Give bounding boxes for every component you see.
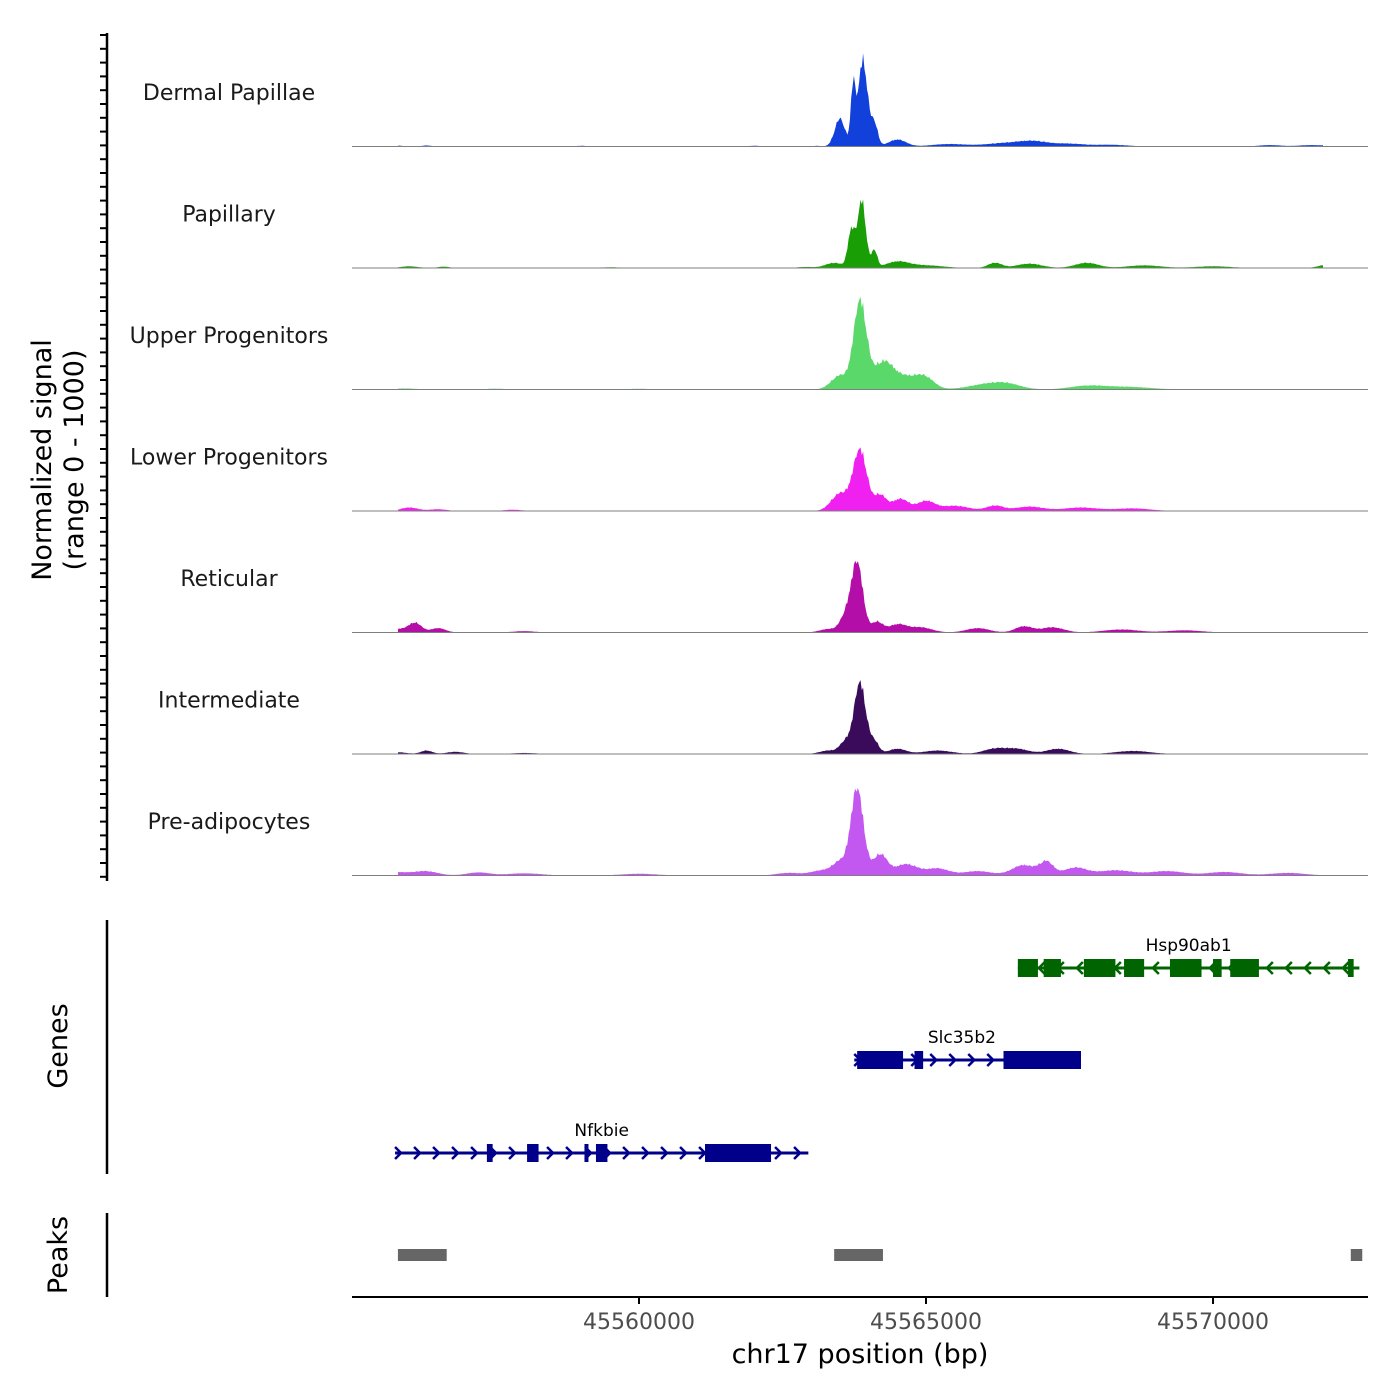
track-label: Lower Progenitors: [130, 446, 328, 471]
strand-arrow: [1037, 961, 1046, 975]
gene-name-label: Nfkbie: [574, 1121, 629, 1141]
coverage-area-lower-progenitors: [398, 447, 1323, 511]
track-label: Papillary: [182, 203, 276, 228]
gene-exon: [1124, 959, 1145, 977]
gene-exon: [595, 1144, 608, 1162]
strand-arrow: [508, 1146, 517, 1160]
strand-arrow: [1341, 961, 1350, 975]
strand-arrow: [451, 1146, 460, 1160]
strand-arrow: [546, 1146, 555, 1160]
gene-slc35b2: Slc35b2: [853, 1028, 1081, 1069]
x-axis-label: chr17 position (bp): [732, 1339, 989, 1370]
strand-arrow: [793, 1146, 802, 1160]
strand-arrow: [1322, 961, 1331, 975]
gene-name-label: Hsp90ab1: [1146, 936, 1232, 956]
coverage-area-upper-progenitors: [398, 296, 1323, 390]
track-label: Dermal Papillae: [143, 81, 315, 106]
strand-arrow: [622, 1146, 631, 1160]
strand-arrow: [948, 1053, 958, 1067]
strand-arrow: [413, 1146, 422, 1160]
coverage-area-pre-adipocytes: [398, 788, 1323, 876]
gene-exon: [1213, 959, 1222, 977]
gene-name-label: Slc35b2: [928, 1028, 996, 1048]
gene-exon: [857, 1051, 904, 1069]
gene-annotation-track: Hsp90ab1 Slc35b2 Nfkbie: [394, 936, 1360, 1162]
x-axis-tick-label: 45570000: [1157, 1310, 1269, 1335]
coverage-tracks: Dermal Papillae Papillary Upper Progenitor…: [130, 53, 1368, 876]
strand-arrow: [1303, 961, 1312, 975]
track-label: Upper Progenitors: [130, 324, 329, 349]
genes-panel-label: Genes: [43, 1003, 74, 1088]
strand-arrow: [1265, 961, 1274, 975]
gene-exon: [1169, 959, 1202, 977]
gene-exon: [1017, 959, 1038, 977]
track-label: Reticular: [180, 567, 278, 592]
peak-region-bar: [834, 1249, 883, 1261]
y-axis-label-line1: Normalized signal: [27, 339, 58, 581]
gene-exon: [1347, 959, 1354, 977]
gene-exon: [1003, 1051, 1081, 1069]
gene-exon: [1043, 959, 1061, 977]
strand-arrow: [986, 1053, 996, 1067]
strand-arrow: [432, 1146, 441, 1160]
signal-y-axis: [100, 33, 109, 881]
gene-exon: [527, 1144, 539, 1162]
x-axis: 45560000 45565000 45570000: [352, 1296, 1368, 1335]
strand-arrow: [1284, 961, 1293, 975]
gene-exon: [914, 1051, 924, 1069]
coverage-area-intermediate: [398, 680, 1323, 754]
x-axis-tick-label: 45560000: [583, 1310, 695, 1335]
y-axis-label-line2: (range 0 - 1000): [59, 350, 90, 571]
peak-region-bar: [1350, 1249, 1363, 1261]
coverage-area-reticular: [398, 560, 1323, 633]
gene-exon: [705, 1144, 772, 1162]
track-label: Intermediate: [158, 689, 300, 714]
peak-region-bar: [397, 1249, 447, 1261]
strand-arrow: [929, 1053, 939, 1067]
strand-arrow: [967, 1053, 977, 1067]
strand-arrow: [679, 1146, 688, 1160]
strand-arrow: [394, 1146, 403, 1160]
strand-arrow: [1075, 961, 1084, 975]
peak-regions-track: [397, 1249, 1363, 1261]
peaks-panel-label: Peaks: [43, 1216, 74, 1294]
gene-exon: [1230, 959, 1259, 977]
gene-exon: [486, 1144, 493, 1162]
gene-exon: [584, 1144, 589, 1162]
coverage-area-papillary: [398, 199, 1323, 268]
x-axis-tick-label: 45565000: [870, 1310, 982, 1335]
strand-arrow: [774, 1146, 783, 1160]
gene-hsp90ab1: Hsp90ab1: [1017, 936, 1360, 977]
strand-arrow: [1151, 961, 1160, 975]
strand-arrow: [641, 1146, 650, 1160]
track-label: Pre-adipocytes: [148, 810, 311, 835]
coverage-area-dermal-papillae: [398, 53, 1323, 147]
strand-arrow: [660, 1146, 669, 1160]
strand-arrow: [470, 1146, 479, 1160]
gene-nfkbie: Nfkbie: [394, 1121, 809, 1162]
strand-arrow: [565, 1146, 574, 1160]
gene-exon: [1083, 959, 1116, 977]
